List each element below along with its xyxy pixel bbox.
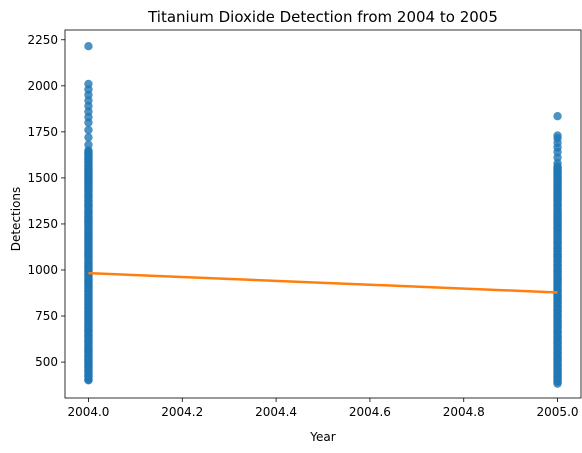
x-tick-label: 2004.2 [161,405,203,419]
data-point [553,131,562,140]
data-point [84,140,93,149]
axes-border [64,29,582,399]
data-point [84,133,93,142]
x-tick-label: 2004.4 [255,405,297,419]
x-tick-label: 2004.6 [349,405,391,419]
y-tick-label: 1000 [27,263,58,277]
plot-area [84,42,562,388]
data-point [84,42,93,51]
y-tick-label: 1500 [27,171,58,185]
y-tick-label: 1250 [27,217,58,231]
y-tick-label: 2000 [27,79,58,93]
y-axis-label: Detections [9,187,23,252]
x-axis-label: Year [309,430,335,444]
chart-title: Titanium Dioxide Detection from 2004 to … [147,8,498,26]
x-tick-label: 2004.8 [443,405,485,419]
axes-frame [64,29,582,399]
data-point [84,125,93,135]
y-tick-label: 1750 [27,125,58,139]
x-tick-label: 2005.0 [537,405,579,419]
y-tick-label: 2250 [27,33,58,47]
y-tick-label: 750 [35,309,58,323]
x-axis: 2004.0 2004.2 2004.4 2004.6 2004.8 2005.0 [67,398,579,419]
regression-line [88,271,558,294]
data-point [553,111,562,121]
y-axis: 500 750 1000 1250 1500 1750 2000 2250 [27,33,65,369]
x-tick-label: 2004.0 [67,405,109,419]
data-point [84,79,93,89]
y-tick-label: 500 [35,355,58,369]
